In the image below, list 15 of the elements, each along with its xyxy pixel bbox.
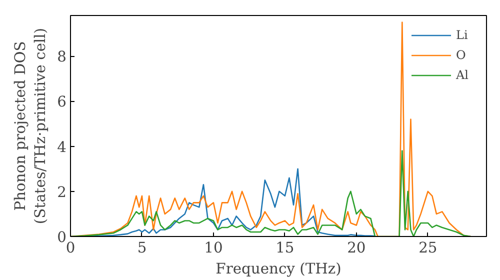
y-axis-title: Phonon projected DOS (States/THz·primitive cell) xyxy=(12,28,50,224)
x-axis-title: Frequency (THz) xyxy=(216,260,342,278)
y-tick-label: 8 xyxy=(57,48,67,66)
x-tick-label: 20 xyxy=(347,240,366,256)
legend-label: Li xyxy=(456,28,469,42)
x-tick-label: 5 xyxy=(137,240,147,256)
legend-label: O xyxy=(456,48,467,62)
y-tick-label: 4 xyxy=(57,138,67,156)
x-tick-label: 10 xyxy=(204,240,223,256)
x-tick-label: 25 xyxy=(418,240,438,256)
y-tick-label: 0 xyxy=(57,229,67,246)
legend-label: Al xyxy=(456,68,470,82)
y-tick-label: 6 xyxy=(57,94,67,111)
y-tick-label: 2 xyxy=(57,184,67,201)
x-tick-label: 15 xyxy=(276,240,294,256)
